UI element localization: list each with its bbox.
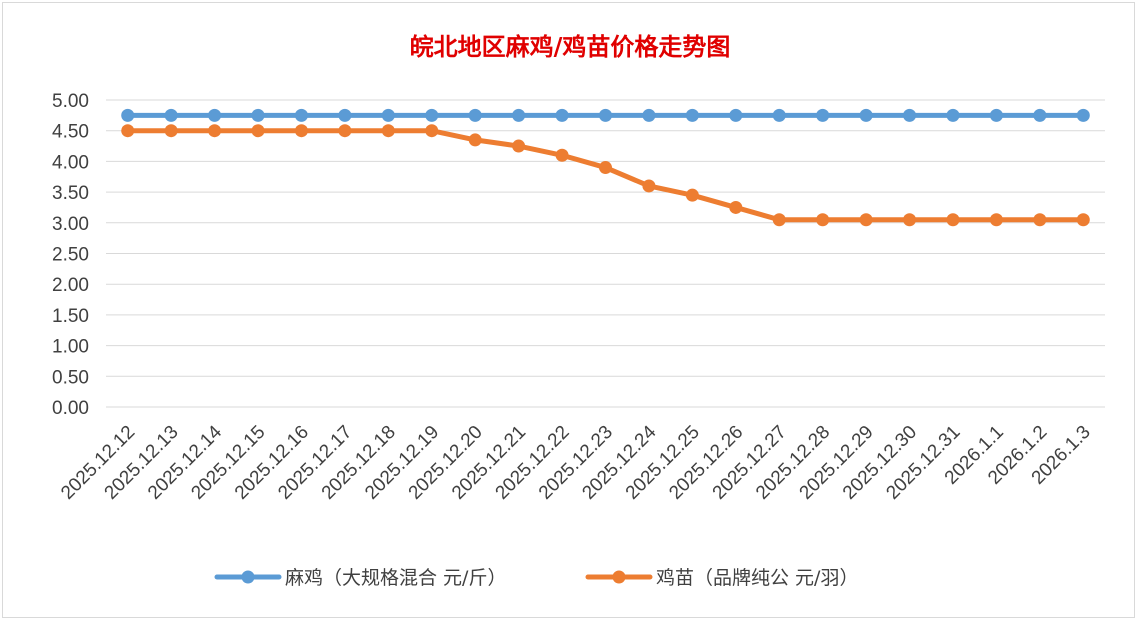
y-tick-label: 0.50 <box>52 367 89 388</box>
legend-label: 麻鸡（大规格混合 元/斤） <box>285 567 506 589</box>
data-point <box>859 108 873 122</box>
data-point <box>512 139 526 153</box>
data-point <box>946 213 960 227</box>
y-tick-label: 1.00 <box>52 337 89 358</box>
data-point <box>512 108 526 122</box>
data-point <box>642 179 656 193</box>
line-chart: 皖北地区麻鸡/鸡苗价格走势图 0.00 0.50 1.00 1.50 2.00 2.50 3… <box>52 32 1105 589</box>
data-point <box>685 108 699 122</box>
data-point <box>642 108 656 122</box>
series-2 <box>121 124 1090 227</box>
data-point <box>294 124 308 138</box>
data-point <box>816 108 830 122</box>
y-tick-label: 4.00 <box>52 152 89 173</box>
data-point <box>381 108 395 122</box>
data-point <box>468 133 482 147</box>
data-point <box>772 213 786 227</box>
y-tick-label: 2.50 <box>52 245 89 266</box>
chart-title: 皖北地区麻鸡/鸡苗价格走势图 <box>410 32 731 61</box>
data-point <box>425 108 439 122</box>
legend-swatch-marker <box>612 570 626 584</box>
data-point <box>208 108 222 122</box>
y-tick-label: 0.00 <box>52 398 89 419</box>
data-point <box>903 108 917 122</box>
y-tick-label: 2.00 <box>52 275 89 296</box>
data-point <box>816 213 830 227</box>
data-point <box>555 148 569 162</box>
data-point <box>599 161 612 175</box>
y-tick-label: 3.00 <box>52 214 89 235</box>
data-point <box>121 108 135 122</box>
data-point <box>989 108 1003 122</box>
y-tick-label: 4.50 <box>52 122 89 143</box>
y-tick-label: 1.50 <box>52 306 89 327</box>
data-point <box>1033 213 1047 227</box>
series-line <box>125 128 1086 223</box>
data-point <box>208 124 222 138</box>
legend: 麻鸡（大规格混合 元/斤） 鸡苗（品牌纯公 元/羽） <box>214 567 858 589</box>
data-point <box>251 108 265 122</box>
legend-item: 鸡苗（品牌纯公 元/羽） <box>585 567 858 589</box>
data-point <box>425 124 439 138</box>
data-point <box>338 108 352 122</box>
data-point <box>1076 108 1090 122</box>
series-1 <box>121 108 1090 122</box>
data-point <box>164 108 178 122</box>
data-point <box>989 213 1003 227</box>
data-point <box>1033 108 1047 122</box>
data-point <box>859 213 873 227</box>
data-point <box>381 124 395 138</box>
data-point <box>251 124 265 138</box>
data-point <box>164 124 178 138</box>
data-point <box>946 108 960 122</box>
data-point <box>338 124 352 138</box>
series-group <box>121 108 1090 227</box>
y-axis: 0.00 0.50 1.00 1.50 2.00 2.50 3.00 3.50 4.00 4.50… <box>52 91 89 419</box>
y-tick-label: 5.00 <box>52 91 89 112</box>
data-point <box>468 108 482 122</box>
grid-lines <box>106 99 1105 408</box>
y-tick-label: 3.50 <box>52 183 89 204</box>
data-point <box>1076 213 1090 227</box>
data-point <box>772 108 786 122</box>
data-point <box>903 213 917 227</box>
legend-swatch-marker <box>241 570 255 584</box>
x-axis: 2025.12.122025.12.132025.12.142025.12.15… <box>57 421 1095 503</box>
data-point <box>555 108 569 122</box>
data-point <box>729 200 743 214</box>
legend-label: 鸡苗（品牌纯公 元/羽） <box>656 567 858 589</box>
data-point <box>685 188 699 202</box>
legend-item: 麻鸡（大规格混合 元/斤） <box>214 567 506 589</box>
data-point <box>599 108 612 122</box>
data-point <box>729 108 743 122</box>
data-point <box>294 108 308 122</box>
data-point <box>121 124 135 138</box>
